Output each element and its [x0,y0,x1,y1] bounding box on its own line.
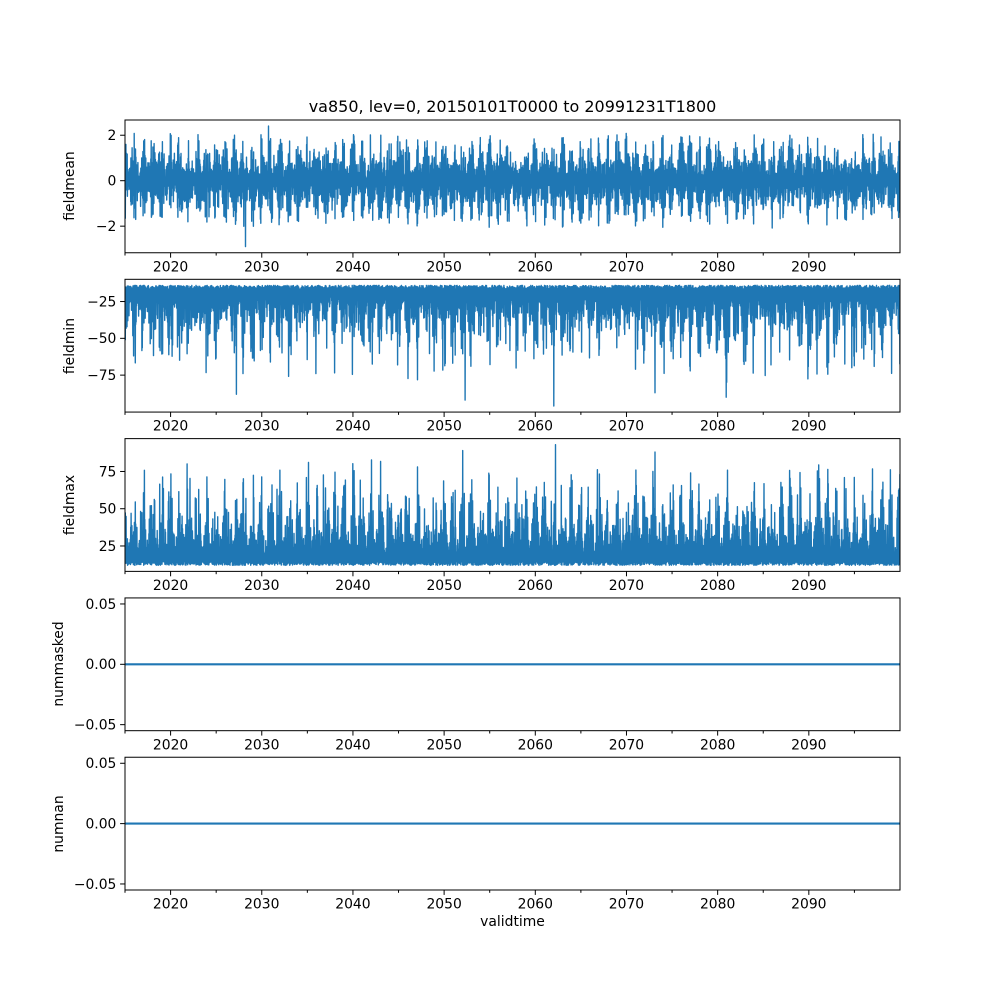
y-tick-label: 2 [108,128,117,144]
x-tick-label: 2060 [518,737,553,753]
subplot-fieldmean: 2020 2030 2040 2050 2060 2070 2080 2090 2 0 −2 [96,119,901,275]
axes-spines [124,278,901,413]
x-tick-label: 2080 [700,419,735,435]
series-fieldmin [125,284,900,407]
x-tick-label: 2070 [609,578,644,594]
subplot-fieldmax: 2020 2030 2040 2050 2060 2070 2080 2090 75 50 25 [99,438,901,594]
x-tick-label: 2050 [426,259,461,275]
y-tick-label: −0.05 [74,877,117,893]
x-tick-label: 2030 [244,897,279,913]
x-axis-label: validtime [480,914,545,930]
x-tick-label: 2020 [153,259,188,275]
x-tick-label: 2090 [791,419,826,435]
y-tick-label: 0.00 [85,657,116,673]
x-tick-label: 2070 [609,259,644,275]
x-tick-label: 2020 [153,578,188,594]
x-tick-label: 2030 [244,578,279,594]
y-axis-label-numnan: numnan [51,795,67,853]
x-tick-label: 2030 [244,419,279,435]
x-tick-label: 2070 [609,419,644,435]
subplot-fieldmin: 2020 2030 2040 2050 2060 2070 2080 2090 −25 −50 −7… [87,278,901,435]
x-tick-label: 2080 [700,259,735,275]
x-tick-label: 2060 [518,897,553,913]
x-tick-label: 2040 [335,737,370,753]
y-tick-label: 0.00 [85,817,116,833]
x-tick-label: 2050 [426,419,461,435]
axes-spines [124,119,901,254]
y-tick-label: −75 [87,368,116,384]
y-tick-label: −50 [87,331,116,347]
x-tick-label: 2080 [700,897,735,913]
x-tick-label: 2030 [244,259,279,275]
x-tick-label: 2060 [518,419,553,435]
x-tick-label: 2060 [518,578,553,594]
subplot-numnan: 2020 2030 2040 2050 2060 2070 2080 2090 0.05 0.00… [74,756,901,913]
x-tick-label: 2090 [791,897,826,913]
x-tick-label: 2040 [335,259,370,275]
x-tick-label: 2040 [335,578,370,594]
x-tick-label: 2070 [609,737,644,753]
series-fieldmean [125,125,900,248]
x-tick-label: 2080 [700,578,735,594]
plot-title: va850, lev=0, 20150101T0000 to 20991231T… [308,97,717,116]
x-tick-label: 2090 [791,578,826,594]
y-tick-label: 0.05 [85,597,116,613]
x-tick-label: 2040 [335,897,370,913]
x-tick-label: 2030 [244,737,279,753]
y-tick-label: −0.05 [74,718,117,734]
x-tick-label: 2090 [791,737,826,753]
x-tick-label: 2020 [153,419,188,435]
x-tick-label: 2060 [518,259,553,275]
x-tick-label: 2050 [426,897,461,913]
x-tick-label: 2020 [153,737,188,753]
x-tick-label: 2040 [335,419,370,435]
y-tick-label: −25 [87,294,116,310]
y-tick-label: 50 [99,502,117,518]
y-tick-label: 75 [99,464,117,480]
x-tick-label: 2070 [609,897,644,913]
y-tick-label: 25 [99,539,117,555]
x-tick-label: 2090 [791,259,826,275]
y-tick-label: 0 [108,174,117,190]
x-tick-label: 2050 [426,578,461,594]
axes-spines [124,438,901,572]
series-fieldmax [125,444,900,566]
subplot-nummasked: 2020 2030 2040 2050 2060 2070 2080 2090 0.05 0.00… [74,597,901,753]
x-tick-label: 2050 [426,737,461,753]
y-tick-label: 0.05 [85,756,116,772]
y-tick-label: −2 [96,219,116,235]
x-tick-label: 2020 [153,897,188,913]
x-tick-label: 2080 [700,737,735,753]
